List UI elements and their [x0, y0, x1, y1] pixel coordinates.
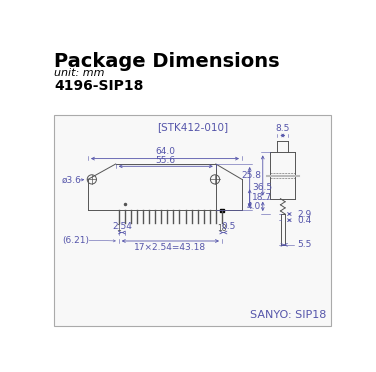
Bar	[220, 209, 223, 212]
Bar	[54, 115, 331, 326]
Text: 2.9: 2.9	[297, 209, 311, 218]
Text: 25.8: 25.8	[241, 171, 261, 180]
Text: unit: mm: unit: mm	[54, 68, 105, 78]
Text: 18: 18	[217, 224, 227, 233]
Text: 4196-SIP18: 4196-SIP18	[54, 78, 144, 93]
Text: 18.7: 18.7	[252, 193, 272, 202]
Text: 4.0: 4.0	[247, 202, 261, 211]
Text: 5.5: 5.5	[297, 240, 311, 249]
Text: 36.5: 36.5	[252, 183, 272, 192]
Text: 55.6: 55.6	[156, 156, 176, 165]
Text: 2.54: 2.54	[112, 222, 132, 231]
Text: 8.5: 8.5	[276, 124, 290, 133]
Text: 17×2.54=43.18: 17×2.54=43.18	[134, 243, 206, 251]
Text: ø3.6: ø3.6	[62, 176, 82, 185]
Text: Package Dimensions: Package Dimensions	[54, 52, 280, 71]
Text: [STK412-010]: [STK412-010]	[157, 122, 228, 132]
Text: 64.0: 64.0	[155, 147, 175, 156]
Text: 0.5: 0.5	[221, 222, 235, 231]
Text: 1: 1	[117, 224, 121, 233]
Text: SANYO: SIP18: SANYO: SIP18	[250, 310, 327, 320]
Text: (6.21): (6.21)	[62, 236, 89, 245]
Text: 0.4: 0.4	[297, 216, 311, 225]
